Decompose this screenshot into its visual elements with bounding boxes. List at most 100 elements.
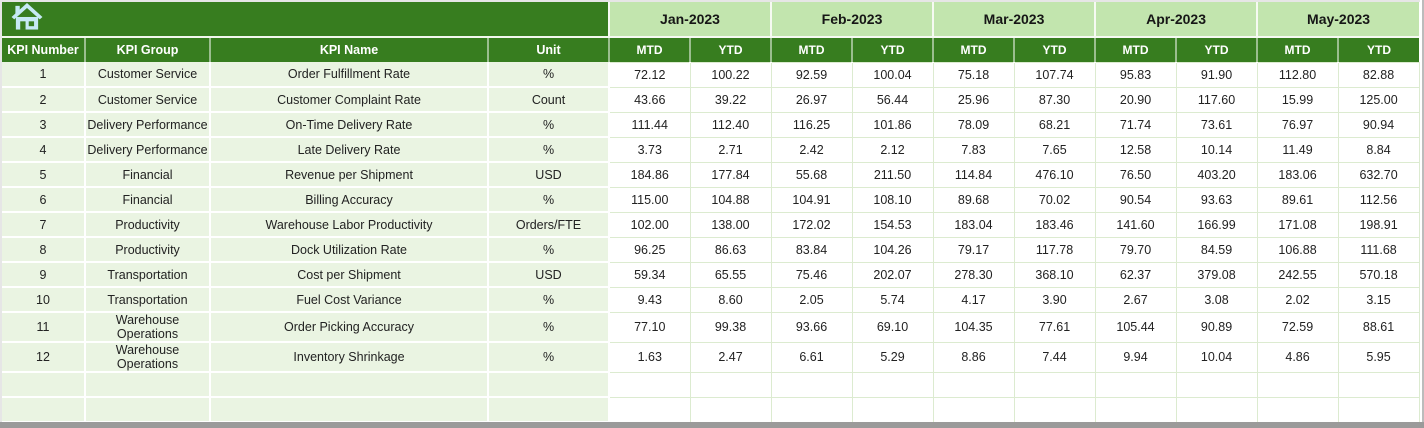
cell-value[interactable]: 95.83	[1094, 61, 1177, 88]
cell-kpi-name[interactable]: Late Delivery Rate	[210, 137, 489, 163]
cell-kpi-number[interactable]: 1	[2, 62, 86, 88]
cell-value[interactable]: 43.66	[608, 86, 691, 113]
cell-value[interactable]: 117.60	[1175, 86, 1258, 113]
cell-value[interactable]: 111.68	[1337, 236, 1420, 263]
empty-cell[interactable]	[608, 396, 691, 423]
cell-kpi-name[interactable]: Warehouse Labor Productivity	[210, 212, 489, 238]
cell-value[interactable]: 77.10	[608, 311, 691, 343]
cell-kpi-group[interactable]: Warehouse Operations	[85, 342, 211, 373]
cell-value[interactable]: 198.91	[1337, 211, 1420, 238]
empty-cell[interactable]	[85, 372, 211, 398]
cell-value[interactable]: 183.06	[1256, 161, 1339, 188]
cell-value[interactable]: 3.73	[608, 136, 691, 163]
cell-value[interactable]: 2.02	[1256, 286, 1339, 313]
empty-cell[interactable]	[1013, 371, 1096, 398]
subcolumn-header[interactable]: YTD	[1175, 37, 1258, 62]
cell-kpi-name[interactable]: Fuel Cost Variance	[210, 287, 489, 313]
cell-value[interactable]: 82.88	[1337, 61, 1420, 88]
cell-kpi-name[interactable]: Revenue per Shipment	[210, 162, 489, 188]
cell-value[interactable]: 26.97	[770, 86, 853, 113]
cell-value[interactable]: 107.74	[1013, 61, 1096, 88]
cell-value[interactable]: 6.61	[770, 341, 853, 373]
cell-value[interactable]: 79.17	[932, 236, 1015, 263]
month-header[interactable]: Apr-2023	[1094, 2, 1258, 38]
cell-value[interactable]: 10.14	[1175, 136, 1258, 163]
empty-cell[interactable]	[1256, 396, 1339, 423]
cell-kpi-number[interactable]: 4	[2, 137, 86, 163]
cell-value[interactable]: 4.17	[932, 286, 1015, 313]
cell-value[interactable]: 84.59	[1175, 236, 1258, 263]
cell-value[interactable]: 88.61	[1337, 311, 1420, 343]
empty-cell[interactable]	[1175, 396, 1258, 423]
empty-cell[interactable]	[1175, 371, 1258, 398]
empty-cell[interactable]	[210, 372, 489, 398]
cell-value[interactable]: 92.59	[770, 61, 853, 88]
cell-value[interactable]: 116.25	[770, 111, 853, 138]
cell-value[interactable]: 102.00	[608, 211, 691, 238]
cell-value[interactable]: 211.50	[851, 161, 934, 188]
cell-value[interactable]: 242.55	[1256, 261, 1339, 288]
empty-cell[interactable]	[689, 396, 772, 423]
cell-kpi-name[interactable]: On-Time Delivery Rate	[210, 112, 489, 138]
cell-value[interactable]: 1.63	[608, 341, 691, 373]
cell-value[interactable]: 104.35	[932, 311, 1015, 343]
cell-value[interactable]: 111.44	[608, 111, 691, 138]
cell-value[interactable]: 83.84	[770, 236, 853, 263]
cell-value[interactable]: 100.22	[689, 61, 772, 88]
cell-value[interactable]: 5.74	[851, 286, 934, 313]
cell-value[interactable]: 8.60	[689, 286, 772, 313]
cell-kpi-name[interactable]: Cost per Shipment	[210, 262, 489, 288]
cell-unit[interactable]: USD	[488, 162, 610, 188]
cell-kpi-number[interactable]: 5	[2, 162, 86, 188]
cell-kpi-number[interactable]: 7	[2, 212, 86, 238]
empty-cell[interactable]	[210, 397, 489, 423]
cell-value[interactable]: 171.08	[1256, 211, 1339, 238]
empty-cell[interactable]	[1337, 396, 1420, 423]
cell-kpi-number[interactable]: 10	[2, 287, 86, 313]
cell-value[interactable]: 104.91	[770, 186, 853, 213]
cell-kpi-group[interactable]: Warehouse Operations	[85, 312, 211, 343]
cell-unit[interactable]: %	[488, 62, 610, 88]
cell-value[interactable]: 79.70	[1094, 236, 1177, 263]
cell-value[interactable]: 4.86	[1256, 341, 1339, 373]
cell-kpi-number[interactable]: 8	[2, 237, 86, 263]
cell-value[interactable]: 93.63	[1175, 186, 1258, 213]
cell-value[interactable]: 2.71	[689, 136, 772, 163]
empty-cell[interactable]	[608, 371, 691, 398]
cell-value[interactable]: 68.21	[1013, 111, 1096, 138]
cell-value[interactable]: 99.38	[689, 311, 772, 343]
empty-cell[interactable]	[932, 371, 1015, 398]
cell-kpi-group[interactable]: Financial	[85, 162, 211, 188]
cell-value[interactable]: 8.84	[1337, 136, 1420, 163]
cell-value[interactable]: 25.96	[932, 86, 1015, 113]
empty-cell[interactable]	[932, 396, 1015, 423]
cell-unit[interactable]: %	[488, 112, 610, 138]
cell-value[interactable]: 75.46	[770, 261, 853, 288]
empty-cell[interactable]	[85, 397, 211, 423]
cell-kpi-group[interactable]: Delivery Performance	[85, 112, 211, 138]
cell-value[interactable]: 154.53	[851, 211, 934, 238]
cell-kpi-name[interactable]: Order Fulfillment Rate	[210, 62, 489, 88]
cell-unit[interactable]: %	[488, 187, 610, 213]
home-icon[interactable]	[9, 2, 45, 31]
cell-value[interactable]: 106.88	[1256, 236, 1339, 263]
subcolumn-header[interactable]: MTD	[608, 37, 690, 62]
cell-kpi-name[interactable]: Inventory Shrinkage	[210, 342, 489, 373]
cell-value[interactable]: 11.49	[1256, 136, 1339, 163]
empty-cell[interactable]	[2, 372, 86, 398]
empty-cell[interactable]	[851, 396, 934, 423]
cell-value[interactable]: 86.63	[689, 236, 772, 263]
cell-unit[interactable]: Orders/FTE	[488, 212, 610, 238]
cell-value[interactable]: 101.86	[851, 111, 934, 138]
subcolumn-header[interactable]: MTD	[770, 37, 852, 62]
cell-value[interactable]: 70.02	[1013, 186, 1096, 213]
cell-value[interactable]: 2.05	[770, 286, 853, 313]
cell-value[interactable]: 72.12	[608, 61, 691, 88]
cell-kpi-number[interactable]: 12	[2, 342, 86, 373]
empty-cell[interactable]	[1337, 371, 1420, 398]
cell-value[interactable]: 73.61	[1175, 111, 1258, 138]
cell-value[interactable]: 3.90	[1013, 286, 1096, 313]
cell-value[interactable]: 202.07	[851, 261, 934, 288]
cell-value[interactable]: 138.00	[689, 211, 772, 238]
cell-kpi-number[interactable]: 9	[2, 262, 86, 288]
